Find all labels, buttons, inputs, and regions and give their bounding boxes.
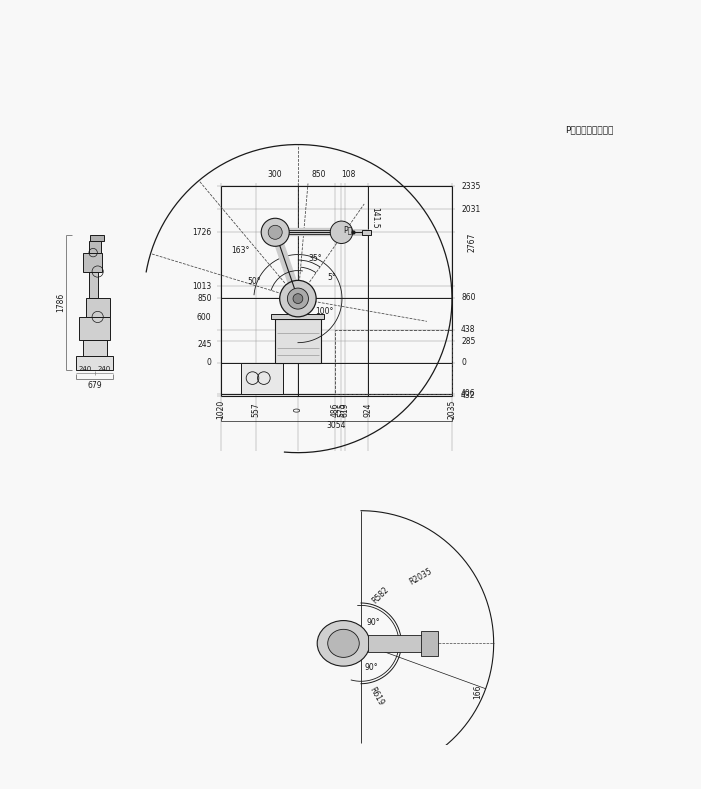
Text: 0: 0 (207, 358, 212, 368)
Text: 2035: 2035 (447, 400, 456, 420)
Text: 432: 432 (461, 391, 475, 400)
Text: 600: 600 (197, 313, 212, 322)
Circle shape (268, 226, 283, 239)
Text: 924: 924 (363, 402, 372, 417)
Bar (275, 319, 320, 363)
Circle shape (261, 219, 290, 246)
Bar (88, 271, 98, 298)
Text: 50°: 50° (247, 277, 261, 286)
Text: 90°: 90° (365, 663, 379, 672)
Bar (76, 357, 113, 370)
Text: 163°: 163° (231, 246, 250, 256)
Text: 2767: 2767 (467, 232, 476, 252)
Text: 285: 285 (461, 337, 475, 346)
Text: 35°: 35° (308, 254, 322, 264)
Bar (421, 630, 438, 656)
Text: R582: R582 (370, 585, 391, 605)
Circle shape (280, 280, 316, 317)
Text: 141.5: 141.5 (371, 208, 379, 229)
Text: 1020: 1020 (216, 400, 225, 419)
Bar (271, 314, 325, 319)
Bar (86, 298, 110, 317)
Bar (90, 235, 104, 241)
Text: 619: 619 (340, 402, 349, 417)
Text: 1726: 1726 (192, 228, 212, 237)
Text: 1013: 1013 (192, 282, 212, 291)
Text: 557: 557 (251, 402, 260, 417)
Text: 850: 850 (311, 170, 326, 179)
Circle shape (330, 221, 353, 244)
Text: 1786: 1786 (56, 293, 64, 312)
Ellipse shape (328, 630, 360, 657)
Circle shape (293, 294, 303, 304)
Text: 240: 240 (79, 365, 92, 372)
Bar (79, 317, 110, 340)
Text: 2031: 2031 (461, 204, 480, 214)
Text: 406: 406 (461, 389, 476, 398)
Circle shape (287, 288, 308, 309)
Text: 100°: 100° (315, 307, 334, 316)
Text: 850: 850 (197, 294, 212, 303)
Bar (334, 330, 452, 394)
Text: 3054: 3054 (327, 421, 346, 430)
Bar (83, 252, 102, 271)
Text: 166: 166 (472, 685, 482, 700)
Text: P点最大运动范围图: P点最大运动范围图 (564, 125, 613, 134)
Text: 860: 860 (461, 294, 475, 302)
Text: 5°: 5° (327, 273, 336, 282)
Text: 0: 0 (461, 358, 466, 368)
Ellipse shape (317, 621, 370, 666)
Bar (88, 241, 101, 252)
Text: 2335: 2335 (461, 181, 480, 191)
Text: P点: P点 (343, 226, 353, 234)
Text: 90°: 90° (367, 618, 381, 627)
Text: 438: 438 (461, 325, 475, 335)
Text: 0: 0 (294, 407, 302, 412)
Text: 486: 486 (330, 402, 339, 417)
Bar (368, 635, 428, 652)
Bar (362, 230, 371, 235)
Text: R619: R619 (367, 686, 386, 707)
Bar (275, 230, 341, 234)
Text: 679: 679 (88, 381, 102, 390)
Bar (241, 363, 283, 394)
Bar (83, 340, 107, 357)
Text: 240: 240 (97, 365, 110, 372)
Text: 108: 108 (341, 170, 356, 179)
Text: 575: 575 (337, 402, 346, 417)
Text: 300: 300 (268, 170, 283, 179)
Text: R2035: R2035 (408, 567, 434, 587)
Text: 245: 245 (197, 340, 212, 349)
